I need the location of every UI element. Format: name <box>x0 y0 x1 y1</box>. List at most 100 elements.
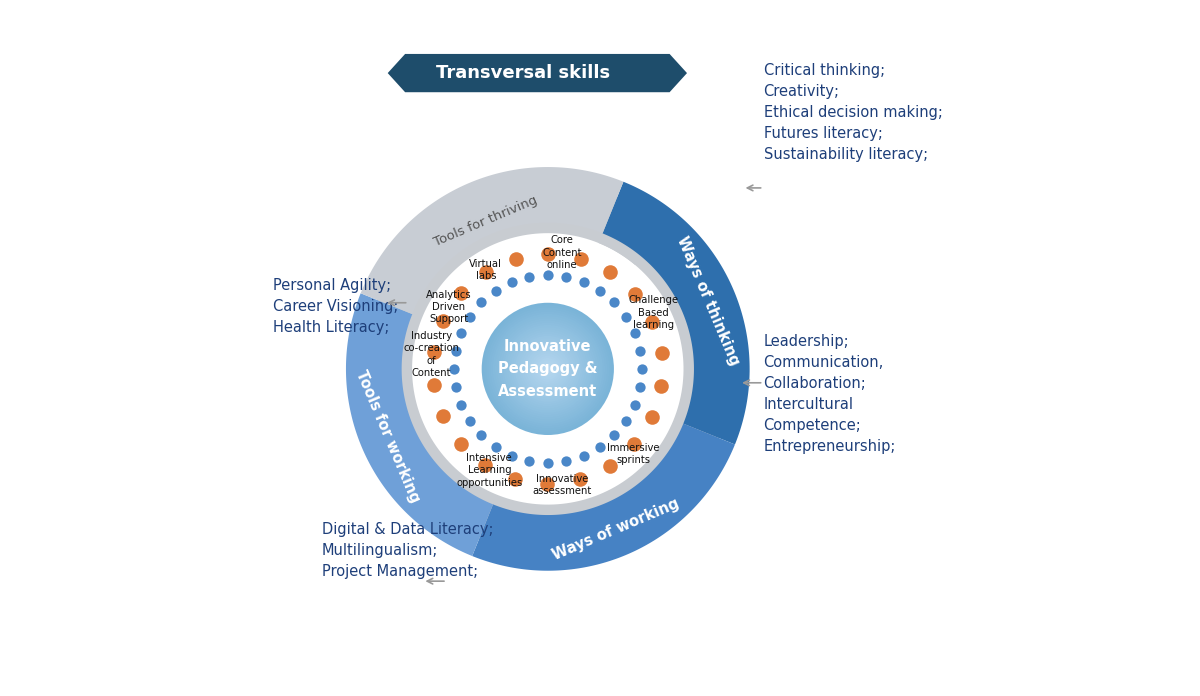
Circle shape <box>508 329 588 409</box>
Circle shape <box>515 335 581 402</box>
Point <box>605 297 624 308</box>
Circle shape <box>488 309 607 428</box>
Point <box>652 380 671 391</box>
Text: Analytics
Driven
Support: Analytics Driven Support <box>426 290 472 324</box>
Circle shape <box>520 340 576 397</box>
Point <box>600 460 619 471</box>
Text: Innovative
assessment: Innovative assessment <box>533 474 592 496</box>
Circle shape <box>530 351 565 386</box>
Point <box>539 269 558 280</box>
Circle shape <box>486 307 610 431</box>
Point <box>472 297 491 308</box>
Circle shape <box>521 342 575 395</box>
Text: Virtual
labs: Virtual labs <box>469 258 503 281</box>
Point <box>625 288 644 299</box>
Circle shape <box>528 349 568 388</box>
Point <box>425 379 444 390</box>
Point <box>557 271 576 283</box>
Circle shape <box>546 367 550 371</box>
Circle shape <box>539 360 557 378</box>
Circle shape <box>510 331 586 406</box>
Circle shape <box>541 362 554 376</box>
Polygon shape <box>388 54 686 92</box>
Point <box>451 327 470 338</box>
Point <box>451 288 470 299</box>
Point <box>472 429 491 441</box>
Circle shape <box>502 323 594 415</box>
Point <box>506 253 526 264</box>
Text: Immersive
sprints: Immersive sprints <box>607 443 659 465</box>
Circle shape <box>484 305 612 433</box>
Point <box>617 416 636 427</box>
Circle shape <box>481 303 614 435</box>
Circle shape <box>499 320 596 418</box>
Point <box>539 457 558 468</box>
Point <box>451 400 470 411</box>
Point <box>652 347 671 358</box>
Text: Critical thinking;
Creativity;
Ethical decision making;
Futures literacy;
Sustai: Critical thinking; Creativity; Ethical d… <box>763 63 942 161</box>
Polygon shape <box>346 293 493 556</box>
Point <box>539 248 558 260</box>
Circle shape <box>491 312 605 426</box>
Circle shape <box>493 314 602 424</box>
Point <box>625 438 644 450</box>
Point <box>444 363 463 374</box>
Point <box>503 276 522 287</box>
Point <box>570 473 589 484</box>
Point <box>617 311 636 322</box>
Text: Ways of thinking: Ways of thinking <box>674 234 742 367</box>
Point <box>520 455 539 466</box>
Polygon shape <box>602 182 750 445</box>
Point <box>574 450 593 461</box>
Circle shape <box>534 356 562 382</box>
Circle shape <box>512 333 583 404</box>
Text: Personal Agility;
Career Visioning;
Health Literacy;: Personal Agility; Career Visioning; Heal… <box>272 278 398 335</box>
Point <box>520 271 539 283</box>
Point <box>460 311 479 322</box>
Point <box>460 416 479 427</box>
Point <box>446 381 466 393</box>
Point <box>505 473 524 484</box>
Text: Tools for working: Tools for working <box>353 368 422 505</box>
Circle shape <box>504 325 592 413</box>
Point <box>538 478 557 489</box>
Point <box>486 285 505 296</box>
Point <box>446 345 466 356</box>
Point <box>643 316 662 327</box>
Circle shape <box>544 365 552 373</box>
Text: Core
Content
online: Core Content online <box>542 235 582 270</box>
Point <box>574 276 593 287</box>
Text: Innovative
Pedagogy &
Assessment: Innovative Pedagogy & Assessment <box>498 339 598 399</box>
Text: Ways of working: Ways of working <box>550 496 682 562</box>
Point <box>605 429 624 441</box>
Circle shape <box>523 345 572 393</box>
Circle shape <box>497 318 599 420</box>
Point <box>425 347 444 358</box>
Circle shape <box>526 347 570 391</box>
Point <box>590 441 610 452</box>
Text: Intensive
Learning
opportunities: Intensive Learning opportunities <box>456 452 522 487</box>
Text: Tools for thriving: Tools for thriving <box>432 193 539 249</box>
Text: Digital & Data Literacy;
Multilingualism;
Project Management;: Digital & Data Literacy; Multilingualism… <box>322 522 493 579</box>
Point <box>557 455 576 466</box>
Point <box>451 438 470 450</box>
Point <box>434 315 454 326</box>
Point <box>632 363 652 374</box>
Point <box>590 285 610 296</box>
Circle shape <box>517 338 578 400</box>
Point <box>630 381 649 393</box>
Circle shape <box>536 358 559 380</box>
Circle shape <box>494 316 601 422</box>
Polygon shape <box>361 167 624 314</box>
Point <box>433 411 452 422</box>
Point <box>625 400 644 411</box>
Polygon shape <box>364 184 732 553</box>
Circle shape <box>506 327 589 411</box>
Circle shape <box>533 354 563 384</box>
Point <box>486 441 505 452</box>
Polygon shape <box>472 424 734 571</box>
Point <box>476 267 496 278</box>
Point <box>600 267 619 278</box>
Point <box>630 345 649 356</box>
Point <box>571 253 590 264</box>
